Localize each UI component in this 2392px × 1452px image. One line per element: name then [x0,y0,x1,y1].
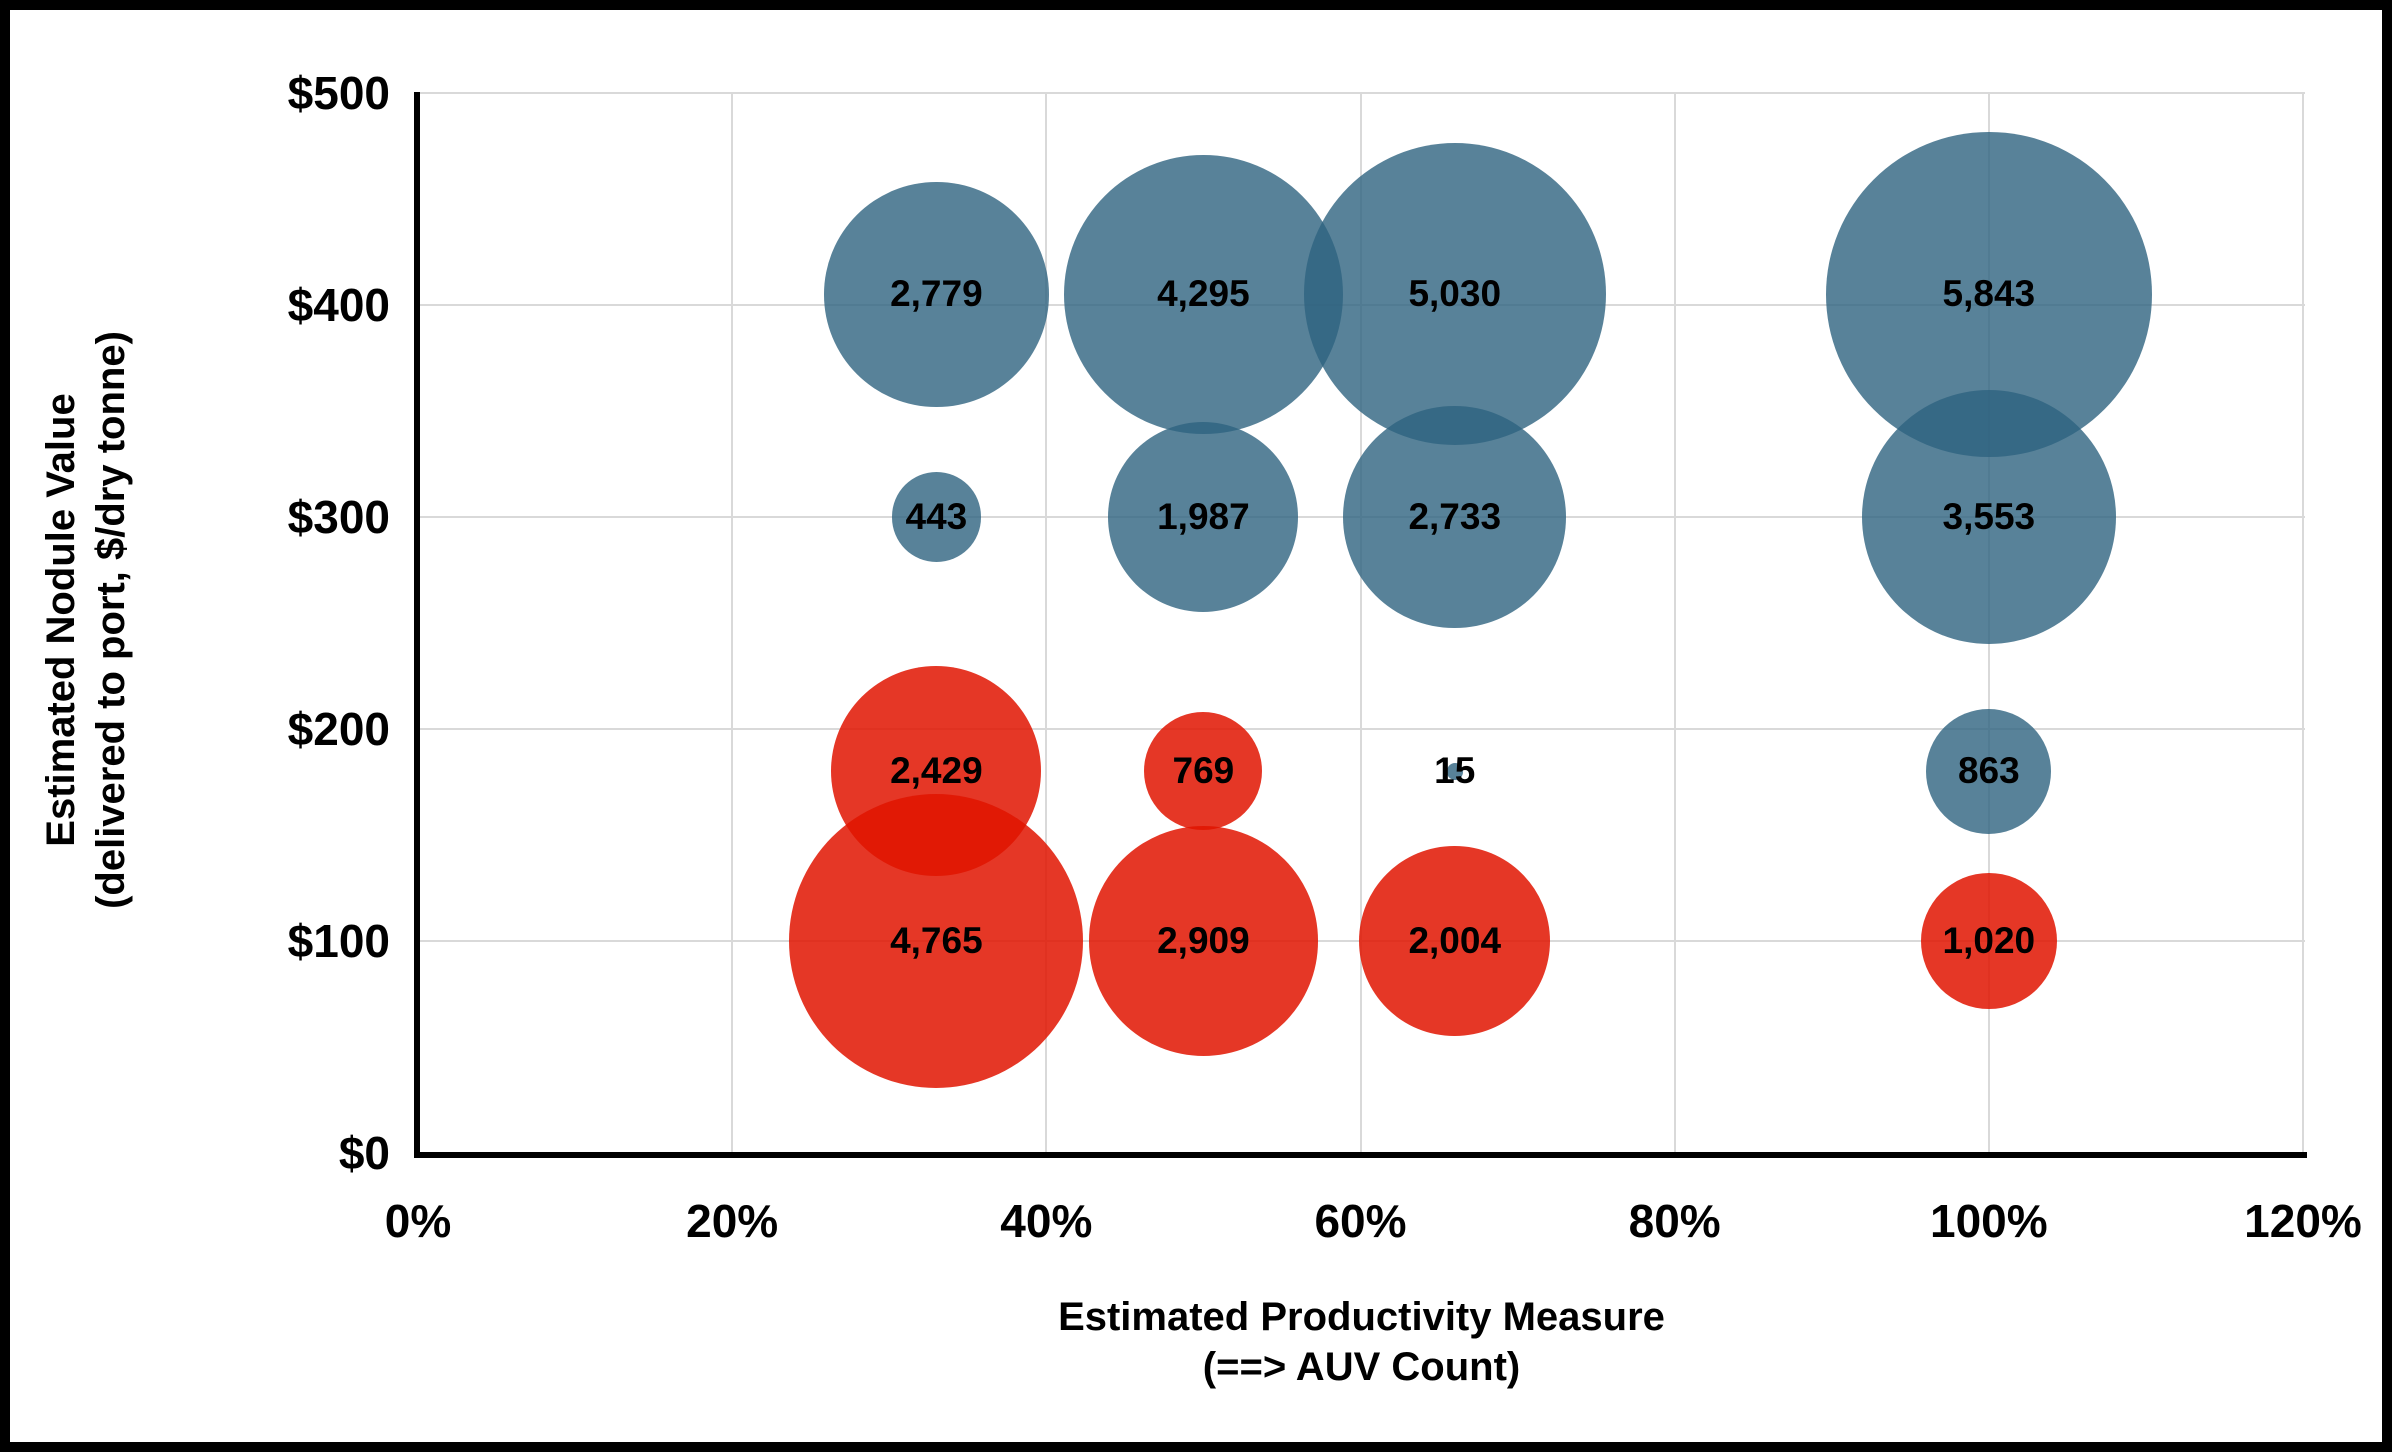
bubble-red [1088,826,1319,1056]
x-tick-label: 100% [1930,1195,2048,1247]
x-tick-label: 120% [2244,1195,2362,1247]
y-tick-label: $100 [287,915,390,967]
bubble-data-label: 2,733 [1408,496,1502,537]
bubble-data-label: 769 [1172,750,1235,792]
vertical-gridline [1045,93,1048,1155]
bubble-blue [1343,405,1567,629]
y-tick-label: $0 [338,1127,390,1179]
bubble-data-label: 2,779 [890,273,983,315]
bubble-data-label: 5,030 [1408,273,1502,315]
bubble-red [789,793,1084,1089]
bubble-blue [1108,422,1299,612]
bubble-data-label: 863 [1957,750,2020,792]
bubble-data-label: 5,843 [1942,273,2036,315]
bubble-blue [891,472,982,562]
bubble-data-label: 2,429 [890,750,983,792]
x-axis-title-line1: Estimated Productivity Measure [1058,1295,1665,1339]
vertical-gridline [731,93,734,1155]
y-axis-line [414,92,420,1158]
bubble-data-label: 2,909 [1157,920,1250,961]
horizontal-gridline [418,728,2305,730]
y-tick-label: $500 [287,67,390,119]
vertical-gridline [2302,93,2304,1155]
horizontal-gridline [418,92,2305,94]
vertical-gridline [1359,93,1362,1155]
bubble-blue [1446,763,1463,780]
y-axis-title: Estimated Nodule Value (delivered to por… [36,331,136,909]
bubble-blue [824,182,1049,407]
y-axis-title-line2: (delivered to port, $/dry tonne) [89,331,133,909]
bubble-data-label: 443 [905,496,968,537]
bubble-data-label: 15 [1434,750,1476,792]
x-axis-line [414,1152,2307,1158]
bubble-data-label: 1,020 [1942,920,2036,961]
bubble-red [1144,712,1263,831]
bubble-data-label: 4,295 [1157,273,1250,315]
y-tick-label: $200 [287,703,390,755]
bubble-data-label: 3,553 [1942,496,2036,537]
bubble-data-label: 4,765 [890,920,983,961]
x-axis-title-line2: (==> AUV Count) [1202,1345,1521,1389]
x-tick-label: 80% [1628,1195,1721,1247]
y-tick-label: $300 [287,491,390,543]
bubble-blue [1861,390,2116,644]
vertical-gridline [1673,93,1676,1155]
y-tick-label: $400 [287,279,390,331]
bubble-red [1920,872,2057,1010]
bubble-data-label: 1,987 [1157,496,1250,537]
x-tick-label: 40% [1000,1195,1093,1247]
bubble-blue [1063,154,1343,434]
x-axis-title: Estimated Productivity Measure (==> AUV … [418,1292,2305,1392]
x-tick-label: 20% [686,1195,779,1247]
x-tick-label: 0% [384,1195,452,1247]
bubble-data-label: 2,004 [1408,920,1502,961]
x-tick-label: 60% [1314,1195,1407,1247]
bubble-red [1359,845,1551,1037]
bubble-blue [1303,143,1606,446]
y-axis-title-line1: Estimated Nodule Value [39,393,83,847]
bubble-blue [1926,708,2052,834]
